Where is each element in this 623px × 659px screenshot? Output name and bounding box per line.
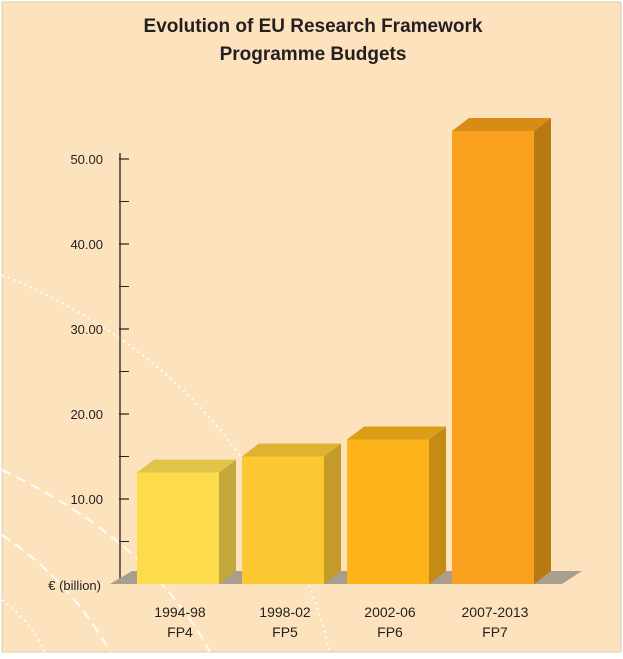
bar-fp4 <box>137 459 236 584</box>
x-tick-label-period: 1998-02 <box>259 604 311 620</box>
y-tick-label: 10.00 <box>70 492 103 507</box>
x-tick-label-programme: FP6 <box>377 624 403 640</box>
y-axis-unit-label: € (billion) <box>48 578 101 593</box>
bar-top <box>242 443 341 457</box>
bar-side <box>324 443 341 584</box>
bar-side <box>429 426 446 584</box>
bar-front <box>242 456 324 584</box>
bar-top <box>452 117 551 131</box>
y-tick-label: 40.00 <box>70 237 103 252</box>
y-axis: 10.00 20.00 30.00 40.00 50.00 <box>70 152 129 584</box>
bar-fp7 <box>452 117 551 584</box>
y-tick-label: 50.00 <box>70 152 103 167</box>
bar-front <box>347 439 429 584</box>
bar-front <box>137 472 219 584</box>
x-tick-label-period: 1994-98 <box>154 604 206 620</box>
bar-fp6 <box>347 426 446 584</box>
bar-top <box>137 459 236 473</box>
bar-fp5 <box>242 443 341 584</box>
x-tick-label-programme: FP7 <box>482 624 508 640</box>
bars-group <box>137 117 551 584</box>
x-tick-label-programme: FP5 <box>272 624 298 640</box>
x-tick-label-programme: FP4 <box>167 624 193 640</box>
bar-front <box>452 130 534 584</box>
chart-title: Evolution of EU Research Framework <box>144 16 483 37</box>
x-axis-labels: 1994-98 FP4 1998-02 FP5 2002-06 FP6 2007-2013 F… <box>154 604 528 640</box>
y-tick-label: 30.00 <box>70 322 103 337</box>
x-tick-label-period: 2007-2013 <box>462 604 529 620</box>
bar-side <box>534 117 551 584</box>
chart-subtitle: Programme Budgets <box>220 44 407 65</box>
bar-side <box>219 459 236 584</box>
y-tick-label: 20.00 <box>70 407 103 422</box>
bar-top <box>347 426 446 440</box>
x-tick-label-period: 2002-06 <box>364 604 416 620</box>
